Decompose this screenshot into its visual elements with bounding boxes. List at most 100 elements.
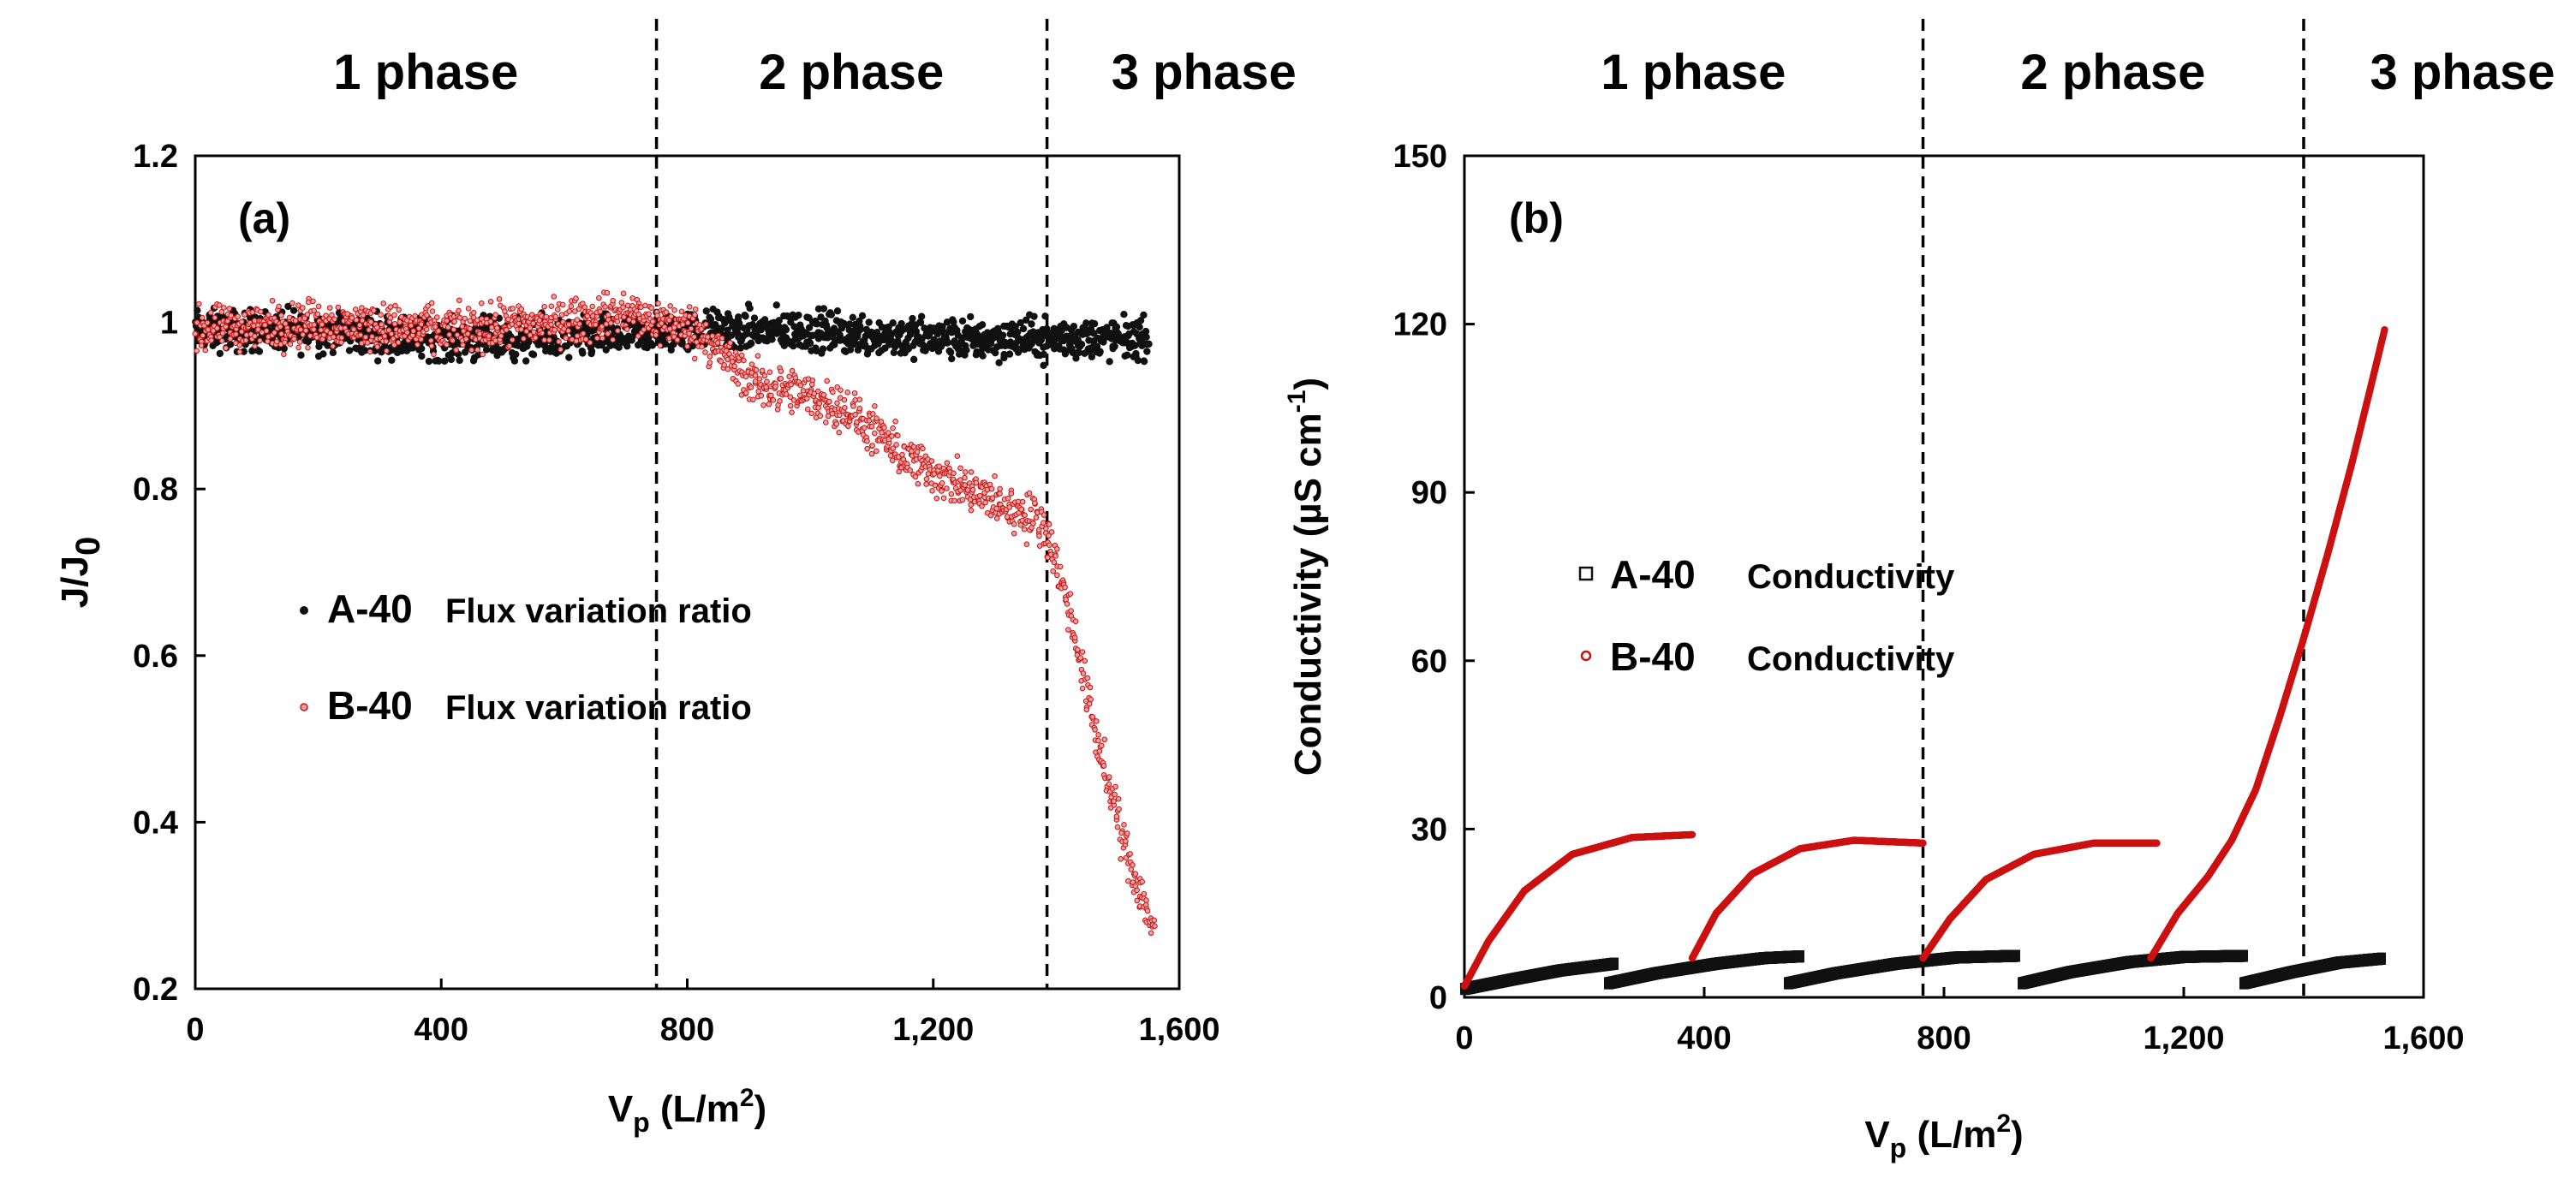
data-point (1057, 563, 1064, 570)
data-point (892, 418, 898, 425)
data-point (1068, 608, 1074, 614)
y-axis-title-main: Conductivity (µS cm (1287, 413, 1329, 776)
data-point (428, 337, 434, 344)
data-point (939, 480, 945, 486)
data-point (1022, 512, 1028, 519)
data-point (755, 388, 762, 395)
data-point (988, 485, 995, 492)
x-tick-label: 400 (1677, 1020, 1731, 1056)
data-point (548, 303, 555, 309)
data-point (218, 337, 225, 344)
data-point (997, 491, 1003, 497)
data-point (890, 425, 896, 431)
data-point (907, 467, 914, 473)
data-point (820, 391, 827, 398)
data-point (543, 313, 550, 320)
data-point (707, 354, 713, 360)
data-point (995, 359, 1003, 366)
y-tick-label: 0.6 (133, 639, 178, 675)
data-point (252, 333, 258, 340)
data-point (479, 300, 485, 306)
data-point (2012, 949, 2020, 962)
data-point (770, 397, 777, 403)
data-point (642, 302, 648, 309)
data-point (565, 328, 571, 334)
data-point (552, 313, 559, 320)
data-point (396, 306, 402, 313)
data-point (703, 321, 709, 328)
data-point (1033, 515, 1040, 521)
x-axis-title-main: V (1864, 1114, 1890, 1156)
data-point (1079, 649, 1086, 655)
data-point (1011, 530, 1017, 537)
data-point (747, 339, 754, 348)
data-point (778, 368, 784, 374)
data-point (729, 359, 736, 365)
data-point (686, 330, 692, 337)
data-point (1142, 333, 1150, 341)
data-point (686, 304, 693, 310)
data-point (982, 499, 988, 506)
data-point (1148, 930, 1154, 937)
data-point (957, 465, 963, 472)
data-point (579, 349, 587, 357)
data-point (872, 402, 878, 409)
data-point (450, 337, 456, 344)
data-point (388, 330, 395, 337)
data-point (752, 372, 759, 378)
data-point (1089, 714, 1096, 720)
data-point (719, 335, 725, 342)
data-point (460, 342, 466, 348)
data-point (893, 442, 899, 448)
data-point (750, 396, 756, 403)
data-point (610, 297, 617, 304)
data-point (851, 390, 858, 396)
data-point (388, 356, 396, 364)
panel-label: (b) (1509, 194, 1564, 242)
y-axis-title-close: ) (1287, 378, 1329, 390)
data-point (392, 302, 398, 309)
data-point (1096, 348, 1104, 355)
data-point (602, 304, 608, 310)
data-point (494, 325, 500, 331)
data-point (462, 315, 468, 322)
data-point (624, 302, 631, 309)
y-tick-label: 1.2 (133, 139, 178, 175)
data-point (928, 458, 935, 464)
data-point (895, 432, 901, 439)
data-point (668, 313, 675, 319)
data-point (1134, 356, 1142, 365)
data-point (366, 327, 372, 333)
y-tick-label: 150 (1393, 139, 1447, 175)
data-point (845, 423, 851, 430)
y-tick-label: 0.2 (133, 972, 178, 1008)
data-point (967, 312, 975, 321)
data-point (1796, 950, 1804, 963)
data-point (623, 326, 630, 332)
data-point (198, 342, 205, 348)
data-point (311, 322, 318, 328)
legend-series-desc: Flux variation ratio (445, 592, 752, 630)
data-point (202, 347, 209, 354)
data-point (1036, 532, 1042, 539)
data-point (492, 312, 498, 318)
data-point (772, 384, 778, 390)
data-point (425, 357, 433, 366)
data-point (709, 333, 716, 339)
data-point (444, 342, 450, 348)
data-point (1050, 568, 1057, 574)
data-point (1067, 591, 1074, 597)
data-point (712, 320, 719, 329)
data-point (1123, 838, 1129, 844)
data-point (221, 305, 227, 311)
data-point (1106, 358, 1113, 366)
data-point (909, 314, 916, 323)
data-point (889, 433, 895, 439)
data-point (759, 367, 766, 374)
data-point (456, 297, 462, 304)
data-point (255, 348, 264, 355)
data-point (914, 449, 921, 455)
legend-series-name: A-40 (327, 586, 413, 631)
data-point (252, 318, 258, 324)
data-point (1021, 526, 1028, 532)
